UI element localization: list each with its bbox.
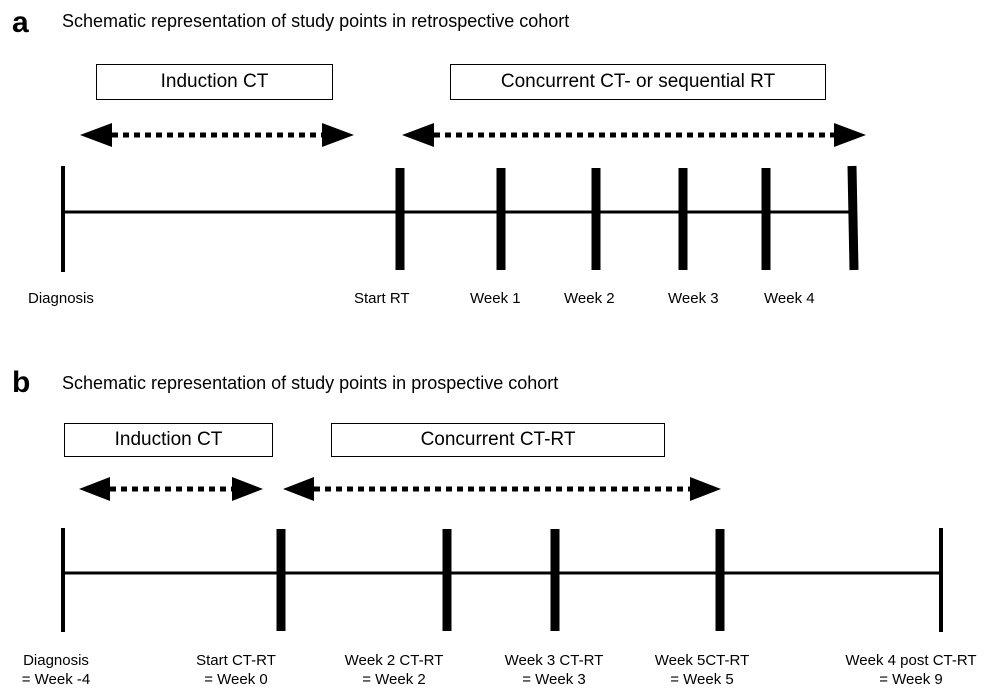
panel-b-label-week-2: Week 2 CT-RT = Week 2: [326, 651, 462, 689]
panel-a-letter: a: [12, 6, 29, 39]
panel-a-induction-box: Induction CT: [96, 64, 333, 100]
panel-b-label-week-3-line1: Week 3 CT-RT: [504, 652, 604, 669]
panel-b-label-diagnosis-line1: Diagnosis: [23, 652, 89, 669]
panel-b-label-diagnosis: Diagnosis = Week -4: [2, 651, 110, 689]
panel-b-label-week-5-line2: = Week 5: [670, 671, 734, 688]
panel-b-label-week-9-line2: = Week 9: [879, 671, 943, 688]
panel-b-label-diagnosis-line2: = Week -4: [21, 671, 91, 688]
panel-b-label-start-ctrt-line2: = Week 0: [204, 671, 268, 688]
panel-a-induction-arrow-right-head: [322, 123, 354, 147]
panel-a-label-week-1: Week 1: [470, 290, 521, 307]
panel-b-concurrent-box: Concurrent CT-RT: [331, 423, 665, 457]
panel-b-induction-arrow-right-head: [232, 477, 263, 501]
panel-b-label-week-3-line2: = Week 3: [522, 671, 586, 688]
panel-b-label-week-5-line1: Week 5CT-RT: [654, 652, 750, 669]
panel-b-label-week-9-line1: Week 4 post CT-RT: [845, 652, 977, 669]
panel-b-label-week-9: Week 4 post CT-RT = Week 9: [822, 651, 1000, 689]
panel-a-concurrent-box: Concurrent CT- or sequential RT: [450, 64, 826, 100]
panel-b-induction-arrow-left-head: [79, 477, 110, 501]
panel-a-title: Schematic representation of study points…: [62, 11, 570, 31]
panel-b-label-week-5: Week 5CT-RT = Week 5: [636, 651, 768, 689]
panel-b-label-week-3: Week 3 CT-RT = Week 3: [486, 651, 622, 689]
panel-b-label-week-2-line1: Week 2 CT-RT: [344, 652, 444, 669]
panel-b-induction-box: Induction CT: [64, 423, 273, 457]
panel-b-label-start-ctrt-line1: Start CT-RT: [196, 652, 276, 669]
panel-a-label-week-4: Week 4: [764, 290, 815, 307]
panel-a-label-week-2: Week 2: [564, 290, 615, 307]
panel-b-concurrent-arrow-left-head: [283, 477, 314, 501]
panel-b-label-week-2-line2: = Week 2: [362, 671, 426, 688]
panel-a-concurrent-arrow-left-head: [402, 123, 434, 147]
panel-a-label-start-rt: Start RT: [354, 290, 410, 307]
panel-a-label-week-3: Week 3: [668, 290, 719, 307]
panel-a-label-diagnosis: Diagnosis: [28, 290, 94, 307]
panel-b-title: Schematic representation of study points…: [62, 373, 559, 393]
panel-a-tick-end: [847, 165, 859, 271]
panel-b-label-start-ctrt: Start CT-RT = Week 0: [176, 651, 296, 689]
panel-b-concurrent-arrow-right-head: [690, 477, 721, 501]
panel-a-induction-arrow-left-head: [80, 123, 112, 147]
panel-a-concurrent-arrow-right-head: [834, 123, 866, 147]
panel-b-letter: b: [12, 366, 31, 399]
